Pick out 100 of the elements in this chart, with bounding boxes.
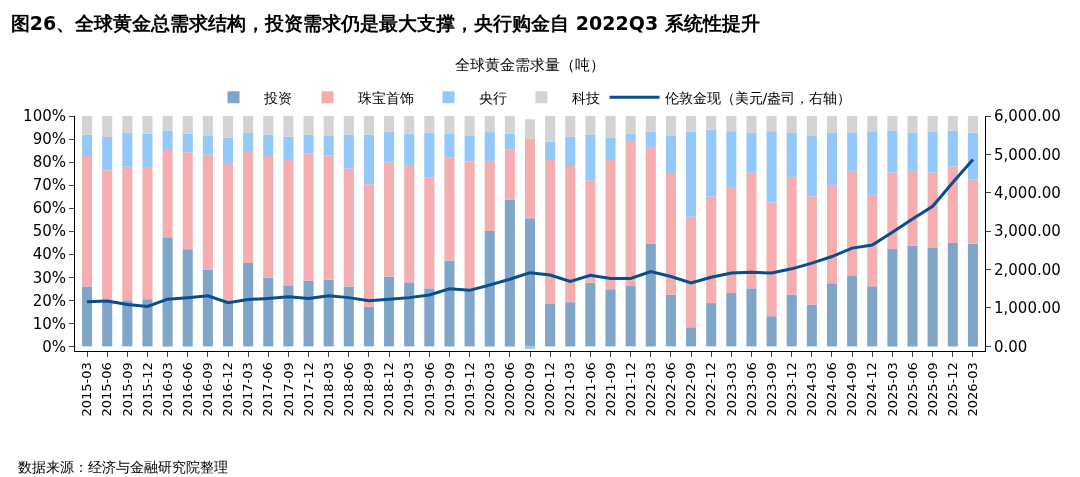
bar xyxy=(947,130,958,167)
x-tick-label: 2024-12 xyxy=(864,362,880,417)
bar xyxy=(766,131,777,203)
x-tick-label: 2016-09 xyxy=(200,362,216,417)
bar xyxy=(162,150,173,238)
bar xyxy=(424,132,435,178)
bar xyxy=(283,116,294,137)
y2-tick-label: 4,000.00 xyxy=(994,184,1061,203)
bar xyxy=(867,116,878,132)
bar xyxy=(786,116,797,134)
bar xyxy=(545,304,556,347)
bar xyxy=(665,116,676,136)
bar xyxy=(786,294,797,347)
x-tick-label: 2016-06 xyxy=(179,362,195,417)
bar xyxy=(444,260,455,347)
bar xyxy=(102,136,113,171)
bar xyxy=(384,162,395,277)
x-tick-label: 2021-06 xyxy=(582,362,598,417)
bar xyxy=(182,116,193,134)
x-tick-label: 2020-09 xyxy=(522,362,538,417)
x-tick-label: 2021-09 xyxy=(602,362,618,417)
bar xyxy=(967,116,978,133)
bar xyxy=(82,134,93,157)
bar xyxy=(645,116,656,132)
x-tick-label: 2025-03 xyxy=(884,362,900,417)
x-tick-label: 2022-03 xyxy=(643,362,659,417)
y-tick-label: 30% xyxy=(32,268,66,287)
bar xyxy=(424,177,435,289)
x-tick-label: 2015-06 xyxy=(99,362,115,417)
bar xyxy=(524,139,536,219)
x-tick-label: 2016-03 xyxy=(159,362,175,417)
bar xyxy=(726,116,737,132)
bar xyxy=(162,116,173,131)
legend-label: 央行 xyxy=(478,89,507,106)
x-tick-label: 2025-12 xyxy=(945,362,961,417)
bar xyxy=(625,140,636,287)
y-tick-label: 40% xyxy=(32,245,66,264)
bar xyxy=(585,282,596,347)
bar xyxy=(726,292,737,347)
bar xyxy=(524,346,536,349)
y2-tick-label: 0.00 xyxy=(994,337,1028,356)
y2-tick-label: 3,000.00 xyxy=(994,222,1061,241)
bar xyxy=(766,116,777,132)
x-tick-label: 2025-09 xyxy=(924,362,940,417)
bar xyxy=(504,199,515,347)
bar xyxy=(444,157,455,261)
x-tick-label: 2020-03 xyxy=(481,362,497,417)
bar xyxy=(927,131,938,173)
bar xyxy=(202,116,213,136)
bar xyxy=(303,280,314,347)
y-tick-label: 80% xyxy=(32,153,66,172)
x-tick-label: 2015-03 xyxy=(79,362,95,417)
bar xyxy=(142,116,153,134)
bar xyxy=(384,131,395,163)
bar xyxy=(665,135,676,175)
x-tick-label: 2019-09 xyxy=(441,362,457,417)
bar xyxy=(585,180,596,283)
bar xyxy=(424,288,435,347)
bar xyxy=(625,286,636,347)
bar xyxy=(967,243,978,347)
bar xyxy=(263,156,274,278)
bar xyxy=(82,286,93,347)
line-series xyxy=(85,157,975,308)
bar xyxy=(585,134,596,181)
y-tick-label: 0% xyxy=(42,337,66,356)
bar xyxy=(82,116,93,135)
y2-tick-label: 6,000.00 xyxy=(994,107,1061,126)
bar xyxy=(565,136,576,166)
bar xyxy=(847,116,858,133)
bar xyxy=(806,304,817,347)
bar xyxy=(887,248,898,347)
legend-label: 投资 xyxy=(262,89,292,106)
bar xyxy=(826,184,838,284)
bar xyxy=(887,130,898,173)
bar xyxy=(484,132,495,161)
bar xyxy=(283,136,294,160)
source-note: 数据来源：经济与金融研究院整理 xyxy=(18,459,228,475)
bar xyxy=(404,133,415,165)
bar xyxy=(867,194,878,287)
bar xyxy=(545,160,556,304)
x-tick-label: 2023-12 xyxy=(783,362,799,417)
bar xyxy=(907,133,918,171)
bar xyxy=(947,166,958,243)
x-tick-label: 2026-03 xyxy=(965,362,981,417)
bar xyxy=(766,202,777,317)
bar xyxy=(746,173,757,289)
bar xyxy=(182,133,193,153)
bar xyxy=(484,160,495,231)
bar xyxy=(182,249,193,347)
bar xyxy=(665,294,676,347)
bar xyxy=(545,116,556,142)
bar xyxy=(706,303,717,347)
bar xyxy=(887,116,898,131)
bar xyxy=(404,164,415,283)
bar xyxy=(605,289,616,347)
bar xyxy=(686,216,697,328)
x-tick-label: 2023-03 xyxy=(723,362,739,417)
bar xyxy=(484,116,495,133)
bar xyxy=(222,116,234,138)
bar xyxy=(122,166,133,301)
